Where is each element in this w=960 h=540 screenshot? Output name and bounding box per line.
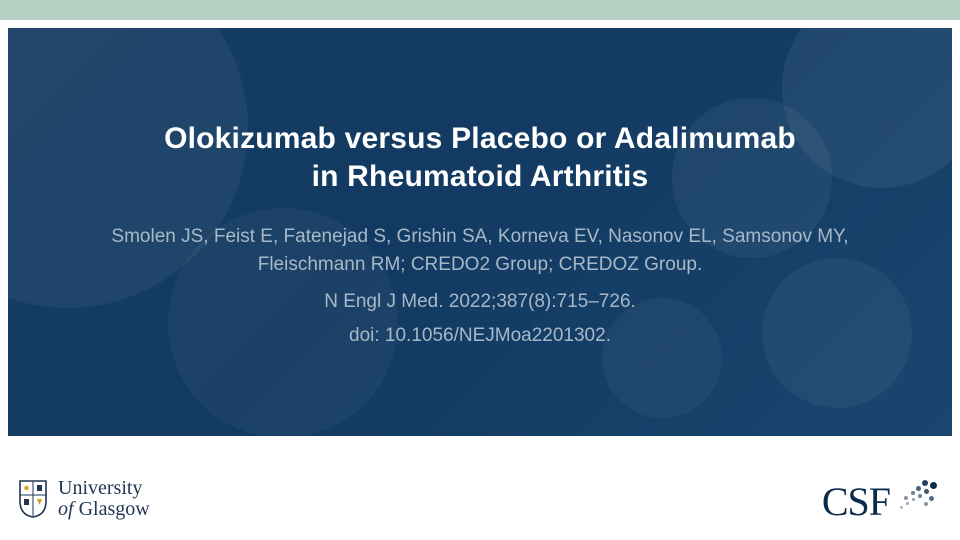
uog-glasgow: Glasgow xyxy=(79,498,150,520)
slide-title: Olokizumab versus Placebo or Adalimumab … xyxy=(164,120,796,195)
title-line-2: in Rheumatoid Arthritis xyxy=(312,160,649,193)
slide: Olokizumab versus Placebo or Adalimumab … xyxy=(0,0,960,540)
doi-line: doi: 10.1056/NEJMoa2201302. xyxy=(349,322,611,350)
uog-crest-icon xyxy=(18,479,48,519)
title-panel: Olokizumab versus Placebo or Adalimumab … xyxy=(8,28,952,436)
top-accent-bar xyxy=(0,0,960,20)
uog-of: of xyxy=(58,498,74,520)
uog-text-line1: University xyxy=(58,478,150,499)
csf-dots-icon xyxy=(894,476,938,516)
university-of-glasgow-logo: University of Glasgow xyxy=(18,478,150,520)
authors-line: Smolen JS, Feist E, Fatenejad S, Grishin… xyxy=(60,223,900,278)
csf-logo: CSF xyxy=(822,476,938,522)
uog-wordmark: University of Glasgow xyxy=(58,478,150,520)
csf-wordmark: CSF xyxy=(822,482,890,522)
citation-line: N Engl J Med. 2022;387(8):715–726. xyxy=(324,288,636,316)
footer: University of Glasgow CSF xyxy=(0,436,960,540)
title-content: Olokizumab versus Placebo or Adalimumab … xyxy=(8,28,952,436)
title-line-1: Olokizumab versus Placebo or Adalimumab xyxy=(164,122,796,155)
uog-text-line2: of Glasgow xyxy=(58,499,150,520)
